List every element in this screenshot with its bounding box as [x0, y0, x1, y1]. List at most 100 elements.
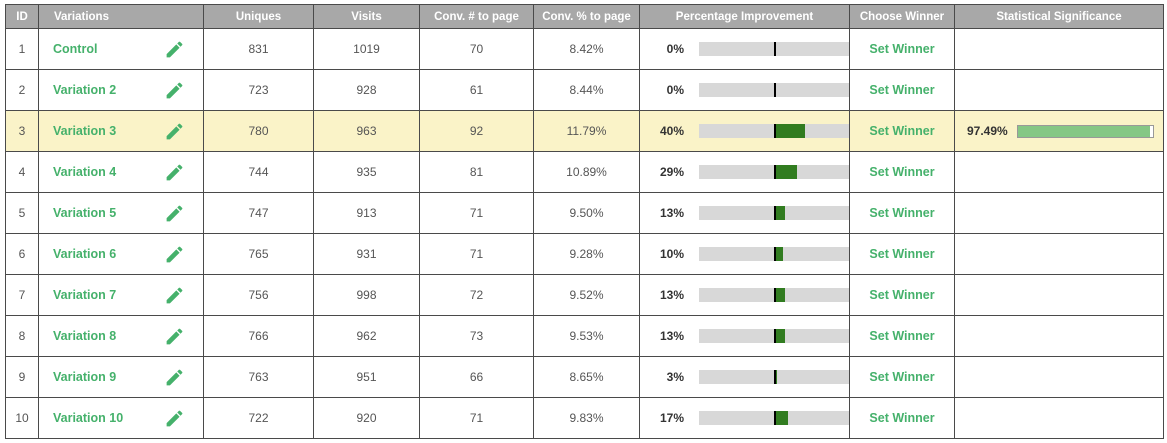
set-winner-link[interactable]: Set Winner	[869, 288, 935, 302]
conversion-rate-cell: 9.52%	[533, 274, 640, 316]
improvement-bar-fill	[775, 247, 783, 261]
uniques-cell: 780	[203, 110, 314, 152]
choose-winner-cell: Set Winner	[849, 151, 955, 193]
improvement-label: 0%	[666, 83, 684, 97]
header-conv-num: Conv. # to page	[419, 4, 534, 29]
improvement-cell: 13%	[639, 274, 850, 316]
variation-cell: Control	[38, 28, 204, 70]
significance-cell	[954, 192, 1164, 234]
table-row: 3 Variation 3 780 963 92 11.79% 40%	[5, 110, 1164, 152]
improvement-bar	[699, 247, 849, 261]
uniques-cell: 756	[203, 274, 314, 316]
set-winner-link[interactable]: Set Winner	[869, 124, 935, 138]
row-id: 1	[5, 28, 39, 70]
row-id: 6	[5, 233, 39, 275]
improvement-cell: 40%	[639, 110, 850, 152]
significance-cell	[954, 315, 1164, 357]
row-id: 10	[5, 397, 39, 439]
uniques-cell: 722	[203, 397, 314, 439]
edit-pencil-icon[interactable]	[164, 39, 185, 60]
variation-cell: Variation 7	[38, 274, 204, 316]
header-conv-pct: Conv. % to page	[533, 4, 640, 29]
conversion-rate-cell: 9.83%	[533, 397, 640, 439]
table-row: 6 Variation 6 765 931 71 9.28% 10%	[5, 233, 1164, 275]
set-winner-link[interactable]: Set Winner	[869, 329, 935, 343]
variation-link[interactable]: Variation 4	[53, 165, 117, 179]
improvement-zero-tick	[774, 370, 776, 384]
significance-cell	[954, 151, 1164, 193]
row-id: 4	[5, 151, 39, 193]
choose-winner-cell: Set Winner	[849, 192, 955, 234]
conversions-cell: 92	[419, 110, 534, 152]
table-row: 2 Variation 2 723 928 61 8.44% 0%	[5, 69, 1164, 111]
edit-pencil-icon[interactable]	[164, 162, 185, 183]
variation-link[interactable]: Variation 7	[53, 288, 117, 302]
edit-pencil-icon[interactable]	[164, 203, 185, 224]
edit-pencil-icon[interactable]	[164, 285, 185, 306]
set-winner-link[interactable]: Set Winner	[869, 83, 935, 97]
visits-cell: 962	[313, 315, 420, 357]
variation-link[interactable]: Variation 8	[53, 329, 117, 343]
variation-cell: Variation 8	[38, 315, 204, 357]
improvement-zero-tick	[774, 124, 776, 138]
significance-bar	[1017, 124, 1154, 138]
edit-pencil-icon[interactable]	[164, 367, 185, 388]
improvement-bar	[699, 329, 849, 343]
variation-link[interactable]: Variation 2	[53, 83, 117, 97]
variation-cell: Variation 9	[38, 356, 204, 398]
edit-pencil-icon[interactable]	[164, 244, 185, 265]
table-row: 9 Variation 9 763 951 66 8.65% 3%	[5, 356, 1164, 398]
variation-link[interactable]: Variation 5	[53, 206, 117, 220]
improvement-label: 13%	[659, 288, 684, 302]
improvement-zero-tick	[774, 165, 776, 179]
set-winner-link[interactable]: Set Winner	[869, 247, 935, 261]
table-row: 8 Variation 8 766 962 73 9.53% 13%	[5, 315, 1164, 357]
table-row: 7 Variation 7 756 998 72 9.52% 13%	[5, 274, 1164, 316]
improvement-zero-tick	[774, 329, 776, 343]
choose-winner-cell: Set Winner	[849, 274, 955, 316]
improvement-cell: 0%	[639, 69, 850, 111]
significance-cell	[954, 274, 1164, 316]
table-row: 1 Control 831 1019 70 8.42% 0%	[5, 28, 1164, 70]
edit-pencil-icon[interactable]	[164, 80, 185, 101]
set-winner-link[interactable]: Set Winner	[869, 206, 935, 220]
conversions-cell: 71	[419, 192, 534, 234]
table-row: 4 Variation 4 744 935 81 10.89% 29%	[5, 151, 1164, 193]
improvement-cell: 10%	[639, 233, 850, 275]
visits-cell: 963	[313, 110, 420, 152]
choose-winner-cell: Set Winner	[849, 233, 955, 275]
variation-link[interactable]: Control	[53, 42, 98, 56]
header-significance: Statistical Significance	[954, 4, 1164, 29]
choose-winner-cell: Set Winner	[849, 110, 955, 152]
improvement-bar-fill	[775, 165, 798, 179]
variation-link[interactable]: Variation 6	[53, 247, 117, 261]
improvement-label: 17%	[659, 411, 684, 425]
table-row: 5 Variation 5 747 913 71 9.50% 13%	[5, 192, 1164, 234]
header-visits: Visits	[313, 4, 420, 29]
set-winner-link[interactable]: Set Winner	[869, 165, 935, 179]
edit-pencil-icon[interactable]	[164, 121, 185, 142]
set-winner-link[interactable]: Set Winner	[869, 42, 935, 56]
edit-pencil-icon[interactable]	[164, 326, 185, 347]
conversion-rate-cell: 9.28%	[533, 233, 640, 275]
choose-winner-cell: Set Winner	[849, 397, 955, 439]
edit-pencil-icon[interactable]	[164, 408, 185, 429]
choose-winner-cell: Set Winner	[849, 356, 955, 398]
visits-cell: 920	[313, 397, 420, 439]
improvement-bar-fill	[775, 124, 806, 138]
improvement-zero-tick	[774, 247, 776, 261]
improvement-cell: 0%	[639, 28, 850, 70]
improvement-zero-tick	[774, 411, 776, 425]
improvement-bar	[699, 288, 849, 302]
improvement-bar	[699, 370, 849, 384]
variation-link[interactable]: Variation 3	[53, 124, 117, 138]
variation-link[interactable]: Variation 10	[53, 411, 124, 425]
improvement-bar	[699, 411, 849, 425]
set-winner-link[interactable]: Set Winner	[869, 411, 935, 425]
row-id: 9	[5, 356, 39, 398]
variation-link[interactable]: Variation 9	[53, 370, 117, 384]
improvement-label: 10%	[659, 247, 684, 261]
set-winner-link[interactable]: Set Winner	[869, 370, 935, 384]
improvement-cell: 3%	[639, 356, 850, 398]
